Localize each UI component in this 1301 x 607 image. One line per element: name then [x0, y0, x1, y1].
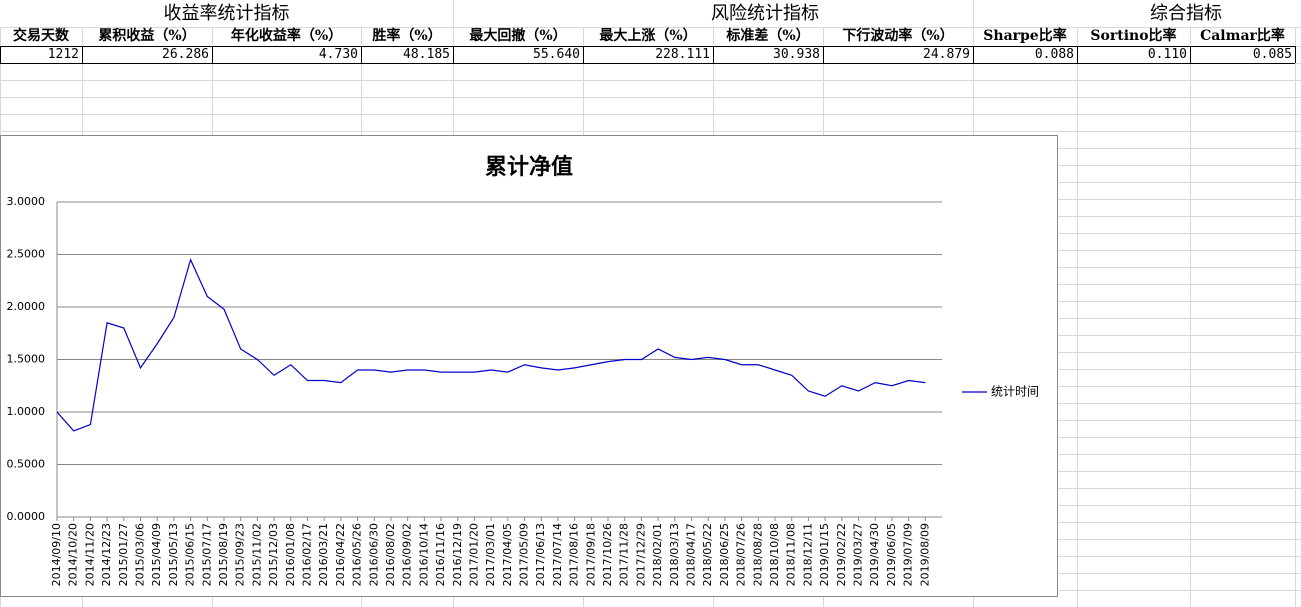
x-tick-label: 2016/02/17: [300, 523, 313, 586]
y-tick-label: 1.5000: [7, 353, 46, 366]
group-header: 风险统计指标: [711, 3, 819, 24]
x-tick-label: 2017/01/20: [467, 523, 480, 586]
x-tick-label: 2016/06/30: [367, 523, 380, 586]
group-header: 收益率统计指标: [163, 3, 290, 24]
x-tick-label: 2016/09/02: [401, 523, 414, 586]
x-tick-label: 2019/08/09: [918, 523, 931, 586]
x-tick-label: 2019/04/30: [868, 523, 881, 586]
x-tick-label: 2018/08/28: [751, 523, 764, 586]
table-cell: 0.110: [1147, 47, 1187, 62]
x-tick-label: 2018/12/11: [801, 523, 814, 586]
x-tick-label: 2018/11/08: [785, 523, 798, 586]
y-tick-label: 0.5000: [7, 458, 46, 471]
column-header: Calmar比率: [1200, 28, 1285, 44]
legend-label: 统计时间: [991, 385, 1039, 399]
x-tick-label: 2015/01/27: [117, 523, 130, 586]
y-tick-label: 0.0000: [7, 510, 46, 523]
x-tick-label: 2016/08/02: [384, 523, 397, 586]
x-tick-label: 2015/04/09: [150, 523, 163, 586]
column-header: Sharpe比率: [983, 28, 1067, 44]
x-tick-label: 2014/11/20: [83, 523, 96, 586]
x-tick-label: 2015/07/17: [200, 523, 213, 586]
x-tick-label: 2018/05/22: [701, 523, 714, 586]
column-header: 累积收益（%）: [98, 28, 196, 44]
chart: 累计净值 0.0000 0.5000 1.0000 1.5000 2.0000 2.500…: [0, 135, 1058, 597]
x-tick-label: 2015/11/02: [250, 523, 263, 586]
y-tick-label: 3.0000: [7, 195, 46, 208]
x-tick-label: 2019/03/27: [852, 523, 865, 586]
x-tick-label: 2016/04/22: [334, 523, 347, 586]
x-tick-label: 2015/08/19: [217, 523, 230, 586]
y-tick-label: 2.5000: [7, 248, 46, 261]
x-tick-label: 2018/04/17: [685, 523, 698, 586]
data-line: [56, 258, 926, 432]
column-header: 年化收益率（%）: [230, 28, 343, 44]
x-tick-label: 2015/05/13: [167, 523, 180, 586]
group-header: 综合指标: [1150, 3, 1222, 24]
x-tick-label: 2018/07/26: [735, 523, 748, 586]
column-header: 下行波动率（%）: [842, 28, 954, 44]
column-header: 交易天数: [13, 28, 69, 44]
y-tick-label: 1.0000: [7, 405, 46, 418]
table-cell: 1212: [47, 47, 79, 62]
x-tick-label: 2015/12/03: [267, 523, 280, 586]
x-tick-label: 2018/03/13: [668, 523, 681, 586]
table-cell: 0.088: [1034, 47, 1074, 62]
x-tick-label: 2015/03/06: [133, 523, 146, 586]
x-tick-label: 2017/03/01: [484, 523, 497, 586]
x-tick-label: 2017/08/16: [568, 523, 581, 586]
x-tick-label: 2016/10/14: [417, 523, 430, 586]
x-tick-label: 2014/12/23: [100, 523, 113, 586]
table-cell: 48.185: [403, 47, 450, 62]
x-tick-label: 2016/01/08: [284, 523, 297, 586]
x-tick-label: 2018/02/01: [651, 523, 664, 586]
column-header: 最大上涨（%）: [599, 28, 697, 44]
x-tick-label: 2014/09/10: [50, 523, 63, 586]
x-tick-label: 2016/03/21: [317, 523, 330, 586]
x-tick-label: 2017/12/29: [634, 523, 647, 586]
x-tick-label: 2017/09/18: [584, 523, 597, 586]
chart-title: 累计净值: [485, 154, 573, 180]
table-cell: 4.730: [318, 47, 358, 62]
column-header: 最大回撤（%）: [469, 28, 567, 44]
x-tick-label: 2017/10/26: [601, 523, 614, 586]
x-tick-label: 2017/06/13: [534, 523, 547, 586]
table-cell: 30.938: [773, 47, 820, 62]
table-cell: 55.640: [533, 47, 580, 62]
x-tick-label: 2018/10/08: [768, 523, 781, 586]
table-cell: 24.879: [923, 47, 970, 62]
x-tick-label: 2017/07/14: [551, 523, 564, 586]
x-tick-label: 2015/09/23: [234, 523, 247, 586]
x-tick-label: 2016/11/16: [434, 523, 447, 586]
column-header: 胜率（%）: [372, 28, 442, 44]
x-tick-label: 2017/11/28: [618, 523, 631, 586]
column-header: Sortino比率: [1090, 28, 1177, 44]
x-tick-label: 2019/07/09: [902, 523, 915, 586]
column-header: 标准差（%）: [726, 28, 810, 44]
x-tick-label: 2015/06/15: [184, 523, 197, 586]
x-tick-label: 2019/06/05: [885, 523, 898, 586]
x-tick-label: 2019/02/22: [835, 523, 848, 586]
x-tick-label: 2016/05/26: [351, 523, 364, 586]
table-cell: 0.085: [1252, 47, 1292, 62]
x-tick-label: 2017/04/05: [501, 523, 514, 586]
x-tick-label: 2019/01/15: [818, 523, 831, 586]
x-tick-label: 2014/10/20: [67, 523, 80, 586]
x-tick-label: 2016/12/19: [451, 523, 464, 586]
x-tick-label: 2018/06/25: [718, 523, 731, 586]
x-tick-label: 2017/05/09: [518, 523, 531, 586]
y-tick-label: 2.0000: [7, 300, 46, 313]
table-cell: 26.286: [162, 47, 209, 62]
table-cell: 228.111: [655, 47, 710, 62]
